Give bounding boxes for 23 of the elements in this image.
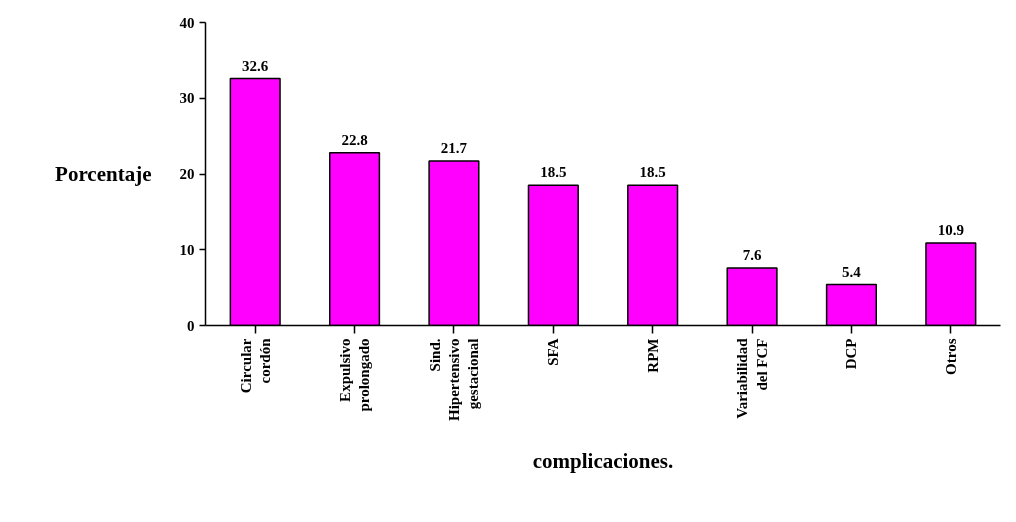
y-tick-label: 10 <box>179 241 195 258</box>
data-label: 21.7 <box>440 140 468 157</box>
x-tick-label: Expulsivo prolongado <box>336 338 373 412</box>
data-label: 7.6 <box>742 246 762 263</box>
data-label: 32.6 <box>242 57 269 74</box>
data-label: 18.5 <box>639 164 666 181</box>
data-label: 22.8 <box>341 131 368 148</box>
y-axis-title: Porcentaje <box>55 162 152 186</box>
x-tick-label: Sind. Hipertensivo gestacional <box>426 338 482 421</box>
x-tick-label: Circular cordón <box>237 337 273 394</box>
data-label: 10.9 <box>937 221 964 238</box>
x-axis-title: complicaciones. <box>532 448 674 473</box>
y-tick-label: 40 <box>179 14 195 31</box>
y-tick-label: 20 <box>179 166 195 182</box>
data-label: 5.4 <box>842 263 862 280</box>
y-tick-label: 30 <box>179 90 195 107</box>
x-tick-label: Otros <box>942 338 959 375</box>
x-tick-label: SFA <box>545 338 562 366</box>
x-tick-label: RPM <box>644 338 661 373</box>
y-tick-label: 0 <box>187 317 195 334</box>
x-tick-label: DCP <box>843 338 860 370</box>
x-tick-label: Variabilidad del FCF <box>734 337 770 419</box>
data-label: 18.5 <box>540 164 567 181</box>
